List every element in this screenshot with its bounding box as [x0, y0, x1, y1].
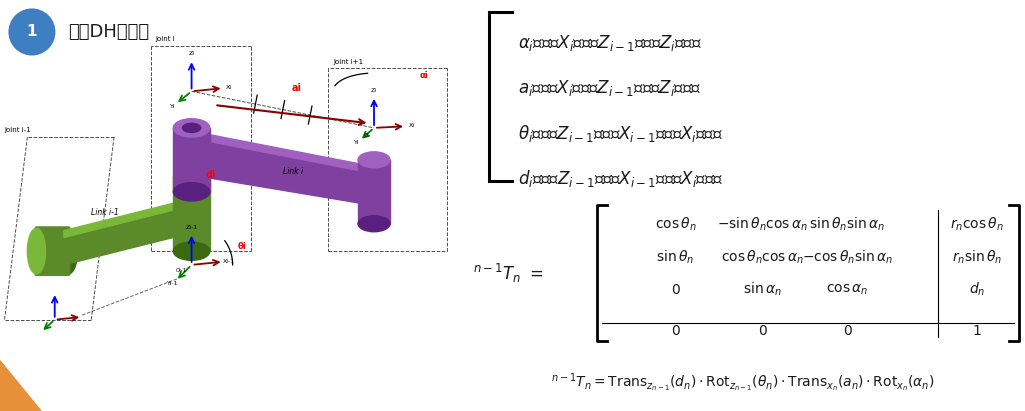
Text: Yi: Yi [170, 104, 175, 109]
Ellipse shape [358, 216, 390, 232]
Text: 标准DH参数：: 标准DH参数： [69, 23, 150, 41]
Text: $d_i$为沿着$Z_{i-1}$轴，从$X_{i-1}$移动到$X_i$的距离: $d_i$为沿着$Z_{i-1}$轴，从$X_{i-1}$移动到$X_i$的距离 [518, 168, 723, 189]
Text: $\alpha_i$为绕着$X_i$轴，从$Z_{i-1}$旋转到$Z_i$的角度: $\alpha_i$为绕着$X_i$轴，从$Z_{i-1}$旋转到$Z_i$的角… [518, 33, 701, 53]
Text: $a_i$为沿着$X_i$轴，从$Z_{i-1}$移动到$Z_i$的距离: $a_i$为沿着$X_i$轴，从$Z_{i-1}$移动到$Z_i$的距离 [518, 79, 701, 98]
Text: Joint i-1: Joint i-1 [4, 127, 32, 134]
Text: Zi: Zi [189, 51, 195, 56]
Text: $\cos\alpha_n$: $\cos\alpha_n$ [826, 282, 868, 297]
Ellipse shape [173, 242, 210, 260]
Text: Joint i: Joint i [155, 36, 175, 42]
Ellipse shape [173, 169, 210, 187]
Text: Link i-1: Link i-1 [91, 208, 119, 217]
Polygon shape [0, 361, 41, 411]
Text: $\sin\alpha_n$: $\sin\alpha_n$ [743, 281, 782, 298]
FancyBboxPatch shape [35, 227, 70, 275]
Text: $d_n$: $d_n$ [969, 281, 985, 298]
Text: $1$: $1$ [973, 324, 982, 338]
Polygon shape [64, 206, 192, 265]
Text: Oi: Oi [364, 133, 369, 138]
Text: $0$: $0$ [670, 283, 681, 297]
Ellipse shape [59, 229, 78, 274]
Polygon shape [210, 141, 374, 206]
Text: Xi: Xi [409, 123, 415, 129]
Text: $^{n-1}T_n\ =$: $^{n-1}T_n\ =$ [473, 262, 543, 285]
Text: $-\sin\theta_n\cos\alpha_n$: $-\sin\theta_n\cos\alpha_n$ [718, 215, 809, 233]
Text: $^{n-1}T_n=\mathrm{Trans}_{z_{n-1}}(d_n)\cdot\mathrm{Rot}_{z_{n-1}}(\theta_n)\cd: $^{n-1}T_n=\mathrm{Trans}_{z_{n-1}}(d_n)… [551, 371, 935, 394]
Bar [173, 128, 210, 192]
Polygon shape [210, 135, 374, 173]
Text: $\cos\theta_n$: $\cos\theta_n$ [655, 215, 696, 233]
Text: Xi-1: Xi-1 [223, 259, 236, 263]
Text: $\cos\theta_n\cos\alpha_n$: $\cos\theta_n\cos\alpha_n$ [722, 248, 805, 266]
Text: Link i: Link i [283, 166, 303, 175]
Text: 1: 1 [27, 25, 37, 39]
Text: $0$: $0$ [843, 324, 853, 338]
Bar [358, 160, 390, 224]
Text: $r_n\sin\theta_n$: $r_n\sin\theta_n$ [952, 248, 1002, 266]
Text: ai: ai [292, 83, 302, 93]
Text: di: di [205, 170, 215, 180]
Text: $r_n\cos\theta_n$: $r_n\cos\theta_n$ [950, 215, 1004, 233]
Text: $\sin\theta_n\sin\alpha_n$: $\sin\theta_n\sin\alpha_n$ [810, 215, 886, 233]
Text: Zi: Zi [371, 88, 377, 92]
Ellipse shape [182, 123, 201, 132]
Text: Yi: Yi [355, 141, 360, 145]
Text: $\theta_i$为绕着$Z_{i-1}$轴，从$X_{i-1}$旋转到$X_i$的角度: $\theta_i$为绕着$Z_{i-1}$轴，从$X_{i-1}$旋转到$X_… [518, 123, 723, 144]
Circle shape [9, 9, 54, 55]
Text: Xi: Xi [227, 85, 233, 90]
Text: $-\cos\theta_n\sin\alpha_n$: $-\cos\theta_n\sin\alpha_n$ [802, 248, 893, 266]
Text: Zi-1: Zi-1 [186, 225, 198, 230]
Text: Yi-1: Yi-1 [167, 281, 178, 286]
Text: αi: αi [419, 71, 428, 80]
Bar [173, 178, 210, 251]
Text: $0$: $0$ [757, 324, 768, 338]
Text: $\sin\theta_n$: $\sin\theta_n$ [656, 248, 695, 266]
Ellipse shape [182, 173, 201, 182]
Text: Oi-1: Oi-1 [175, 268, 187, 273]
Text: Joint i+1: Joint i+1 [333, 59, 363, 65]
Polygon shape [64, 199, 192, 238]
Text: θi: θi [237, 242, 246, 251]
Ellipse shape [173, 119, 210, 137]
Text: $0$: $0$ [670, 324, 681, 338]
Ellipse shape [173, 182, 210, 201]
Ellipse shape [28, 229, 46, 274]
Ellipse shape [358, 152, 390, 168]
